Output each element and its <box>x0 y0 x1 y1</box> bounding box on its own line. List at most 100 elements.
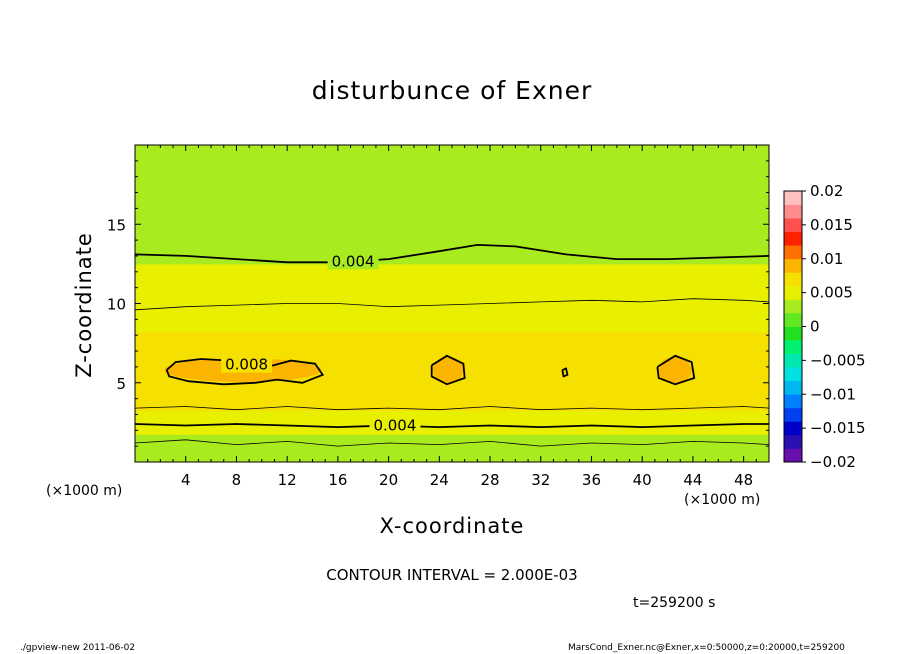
field-band <box>135 446 769 451</box>
x-tick-label: 44 <box>683 471 702 489</box>
contour-label: 0.004 <box>373 417 416 435</box>
contour-line-thin <box>135 406 769 411</box>
field-band <box>135 454 769 459</box>
colorbar-cell <box>784 285 802 300</box>
colorbar-cell <box>784 380 802 395</box>
field-band <box>135 244 769 249</box>
field-band <box>135 339 769 344</box>
colorbar-cell <box>784 353 802 368</box>
field-band <box>135 152 769 158</box>
chart-title: disturbunce of Exner <box>311 76 593 105</box>
x-axis: 4 8 12 16 20 24 28 32 36 40 44 48 <box>147 145 757 489</box>
field-band <box>135 216 769 221</box>
colorbar-tick-label: 0.015 <box>810 216 853 234</box>
contour-line-thin <box>135 439 769 447</box>
field-band <box>135 248 769 253</box>
colorbar-frame <box>783 190 803 463</box>
field-band <box>135 145 769 150</box>
x-tick-label: 48 <box>734 471 753 489</box>
field-band <box>135 275 769 281</box>
field-band <box>135 267 769 273</box>
field-band <box>135 370 769 376</box>
contour-line <box>430 354 466 386</box>
colorbar-cell <box>784 434 802 449</box>
colorbar-cell <box>784 394 802 409</box>
contour-interval: CONTOUR INTERVAL = 2.000E-03 <box>326 566 578 584</box>
contour-label-bg <box>369 417 421 434</box>
field-band <box>135 240 769 245</box>
field-band <box>135 414 769 420</box>
colorbar-tick-label: −0.01 <box>810 385 856 403</box>
colorbar-tick-label: −0.005 <box>810 351 866 369</box>
colorbar-cell <box>784 231 802 246</box>
colorbar-cell <box>784 326 802 341</box>
field-band <box>135 307 769 313</box>
field-band <box>135 192 769 198</box>
field-band <box>135 212 769 217</box>
field-band <box>135 287 769 293</box>
x-tick-label: 36 <box>582 471 601 489</box>
field-band <box>135 164 769 170</box>
x-tick-label: 20 <box>379 471 398 489</box>
field-band <box>135 184 769 190</box>
high-cell <box>658 356 692 384</box>
field-band <box>135 220 769 225</box>
colorbar-cell <box>784 245 802 260</box>
colorbar-cell <box>784 448 802 463</box>
colorbar-cell <box>784 340 802 354</box>
colorbar-cell <box>784 272 802 287</box>
field-band <box>135 331 769 336</box>
field-band <box>135 224 769 229</box>
field-band <box>135 148 769 154</box>
field-band <box>135 315 769 320</box>
x-axis-label: X-coordinate <box>379 514 525 538</box>
field-band <box>135 382 769 388</box>
high-cell <box>432 356 464 384</box>
y-axis-label: Z-coordinate <box>72 232 96 378</box>
field-band <box>135 172 769 178</box>
colorbar-cell <box>784 258 802 273</box>
field-band <box>135 236 769 241</box>
x-unit-left: (×1000 m) <box>46 483 123 499</box>
colorbar-tick-label: −0.02 <box>810 453 856 471</box>
contour-line <box>165 358 325 386</box>
field-band <box>135 251 769 257</box>
field-band <box>135 160 769 166</box>
y-axis: 5 10 15 <box>107 160 769 447</box>
field-band <box>135 188 769 194</box>
x-tick-label: 16 <box>328 471 347 489</box>
field-band <box>135 434 769 439</box>
colorbar-tick-label: 0.005 <box>810 284 853 302</box>
colorbar-cell <box>784 367 802 382</box>
field-band <box>135 204 769 209</box>
field-band <box>135 232 769 237</box>
contour-lines: 0.004 0.004 0.008 <box>135 243 769 447</box>
x-tick-label: 8 <box>232 471 242 489</box>
colorbar-tick-label: 0 <box>810 318 820 336</box>
field-band <box>135 196 769 202</box>
field-band <box>135 271 769 277</box>
x-tick-label: 28 <box>480 471 499 489</box>
field-band <box>135 406 769 412</box>
field-band <box>135 168 769 174</box>
field-band <box>135 355 769 360</box>
footer-left: ./gpview-new 2011-06-02 <box>20 643 136 653</box>
y-tick-label: 15 <box>107 216 126 234</box>
field-band <box>135 394 769 400</box>
field-band <box>135 390 769 396</box>
x-tick-label: 4 <box>181 471 191 489</box>
colorbar-cell <box>784 299 802 314</box>
colorbar-cell <box>784 191 802 205</box>
colorbar-cell <box>784 312 802 327</box>
colorbar-cell <box>784 204 802 219</box>
plot-frame <box>134 144 770 463</box>
field-band <box>135 450 769 455</box>
plot-fill <box>135 145 769 462</box>
x-tick-label: 12 <box>278 471 297 489</box>
colorbar-cell <box>784 218 802 233</box>
x-tick-label: 32 <box>531 471 550 489</box>
field-band <box>135 303 769 309</box>
x-tick-label: 24 <box>430 471 449 489</box>
colorbar-tick-label: 0.01 <box>810 250 843 268</box>
field-band <box>135 259 769 265</box>
